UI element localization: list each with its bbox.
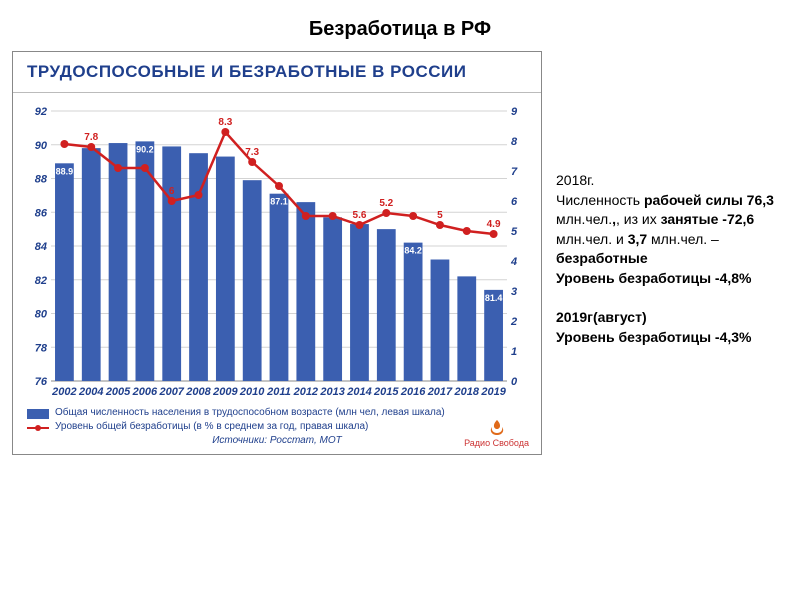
svg-text:80: 80 [35, 309, 48, 321]
svg-text:84.2: 84.2 [404, 246, 422, 256]
svg-text:2012: 2012 [293, 386, 318, 398]
svg-text:9: 9 [511, 106, 518, 118]
page-title: Безработица в РФ [0, 0, 800, 51]
radio-svoboda-logo: Радио Свобода [464, 419, 529, 448]
svg-text:2008: 2008 [185, 386, 211, 398]
svg-text:86: 86 [35, 207, 48, 219]
legend-row-bars: Общая численность населения в трудоспосо… [27, 407, 527, 419]
svg-text:92: 92 [35, 106, 47, 118]
svg-text:82: 82 [35, 275, 47, 287]
svg-text:81.4: 81.4 [485, 293, 503, 303]
legend-text-line: Уровень общей безработицы (в % в среднем… [55, 421, 368, 432]
svg-text:6: 6 [511, 196, 518, 208]
sidebar-p3: 2019г(август) Уровень безработицы -4,3% [556, 308, 782, 347]
svg-text:2016: 2016 [400, 386, 426, 398]
svg-text:8: 8 [511, 136, 518, 148]
svg-text:5.6: 5.6 [353, 210, 367, 221]
logo-text: Радио Свобода [464, 439, 529, 448]
svg-text:2017: 2017 [427, 386, 453, 398]
svg-text:3: 3 [511, 286, 517, 298]
svg-text:1: 1 [511, 346, 517, 358]
legend-row-line: Уровень общей безработицы (в % в среднем… [27, 421, 527, 433]
svg-text:90: 90 [35, 140, 48, 152]
svg-text:88.9: 88.9 [56, 166, 74, 176]
svg-text:78: 78 [35, 342, 48, 354]
svg-text:76: 76 [35, 376, 48, 388]
flame-icon [484, 419, 510, 437]
chart-container: ТРУДОСПОСОБНЫЕ И БЕЗРАБОТНЫЕ В РОССИИ 76… [12, 51, 542, 455]
svg-text:2013: 2013 [319, 386, 344, 398]
svg-text:2007: 2007 [158, 386, 184, 398]
chart-plot: 767880828486889092012345678988.990.287.1… [23, 103, 531, 403]
svg-text:2019: 2019 [480, 386, 506, 398]
sidebar-text: 2018г. Численность рабочей силы 76,3 млн… [542, 51, 782, 455]
svg-text:87.1: 87.1 [270, 197, 288, 207]
legend-swatch-line [27, 423, 49, 433]
svg-text:2002: 2002 [51, 386, 76, 398]
svg-text:2018: 2018 [454, 386, 480, 398]
svg-text:2005: 2005 [105, 386, 131, 398]
svg-text:6: 6 [169, 186, 175, 197]
svg-text:0: 0 [511, 376, 518, 388]
svg-text:2010: 2010 [239, 386, 265, 398]
chart-sources: Источники: Росстат, МОТ [27, 435, 527, 446]
svg-text:5.2: 5.2 [379, 198, 393, 209]
svg-text:88: 88 [35, 174, 48, 186]
chart-column: ТРУДОСПОСОБНЫЕ И БЕЗРАБОТНЫЕ В РОССИИ 76… [12, 51, 542, 455]
svg-text:7: 7 [511, 166, 518, 178]
svg-text:2004: 2004 [78, 386, 103, 398]
svg-text:5: 5 [511, 226, 518, 238]
svg-text:7.8: 7.8 [84, 132, 98, 143]
svg-text:2014: 2014 [346, 386, 371, 398]
svg-text:5: 5 [437, 210, 443, 221]
legend-swatch-bar [27, 409, 49, 419]
svg-text:4: 4 [510, 256, 517, 268]
svg-text:4.9: 4.9 [487, 219, 501, 230]
sidebar-p1: 2018г. Численность рабочей силы 76,3 млн… [556, 171, 782, 269]
svg-text:8.3: 8.3 [218, 117, 232, 128]
svg-text:2009: 2009 [212, 386, 238, 398]
svg-text:2011: 2011 [266, 386, 291, 398]
chart-title: ТРУДОСПОСОБНЫЕ И БЕЗРАБОТНЫЕ В РОССИИ [13, 52, 541, 93]
chart-svg: 767880828486889092012345678988.990.287.1… [23, 103, 531, 403]
legend-text-bars: Общая численность населения в трудоспосо… [55, 407, 445, 418]
svg-text:2: 2 [510, 316, 517, 328]
sidebar-p2: Уровень безработицы -4,8% [556, 269, 782, 289]
svg-text:90.2: 90.2 [136, 144, 154, 154]
svg-text:2006: 2006 [132, 386, 158, 398]
svg-text:2015: 2015 [373, 386, 399, 398]
svg-text:84: 84 [35, 241, 47, 253]
content-row: ТРУДОСПОСОБНЫЕ И БЕЗРАБОТНЫЕ В РОССИИ 76… [0, 51, 800, 455]
chart-legend: Общая численность населения в трудоспосо… [13, 403, 541, 454]
svg-text:7.3: 7.3 [245, 147, 259, 158]
